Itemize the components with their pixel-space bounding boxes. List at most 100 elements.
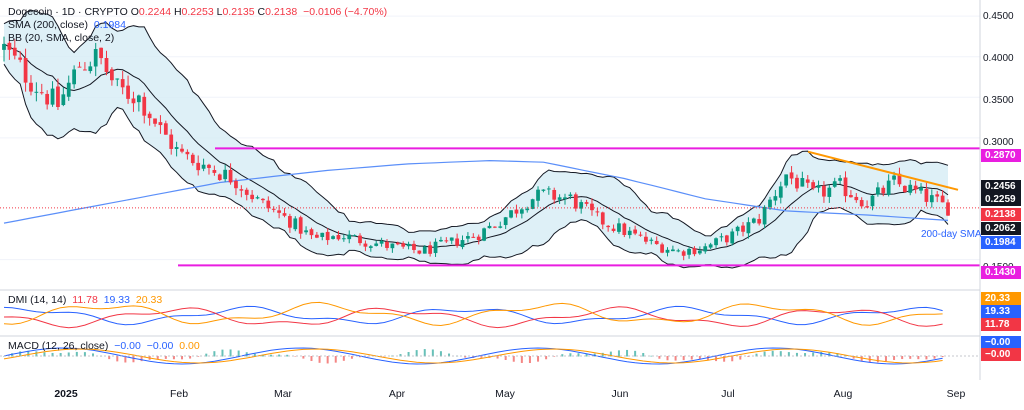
price-tick: 0.3500 (983, 95, 1014, 106)
ohlc-key: H (171, 6, 182, 18)
candle-body (66, 82, 71, 97)
candle-body (762, 206, 767, 225)
candle-body (832, 181, 837, 187)
candle-body (503, 217, 508, 226)
candle-body (476, 236, 481, 240)
macd-hist-bar (197, 356, 200, 357)
macd-hist-bar (682, 356, 685, 361)
candle-body (622, 223, 627, 235)
candle-body (93, 49, 98, 67)
candle-body (169, 134, 174, 149)
macd-hist-bar (213, 351, 216, 357)
macd-hist-bar (747, 356, 750, 357)
candle-body (314, 234, 319, 238)
candle-body (633, 229, 638, 234)
macd-line (3, 347, 943, 365)
macd-hist-bar (302, 356, 305, 359)
macd-value: −0.00 (114, 340, 141, 352)
candle-body (557, 197, 562, 200)
macd-hist-bar (674, 356, 677, 361)
candle-body (347, 234, 352, 240)
macd-hist-bar (828, 352, 831, 357)
bb-legend: BB (20, SMA, close, 2) (8, 32, 114, 45)
candle-body (277, 210, 281, 213)
candle-body (482, 228, 486, 241)
macd-hist-bar (294, 356, 297, 357)
candle-body (158, 122, 163, 126)
macd-hist-bar (496, 356, 499, 359)
candle-body (665, 249, 670, 253)
candle-body (573, 194, 578, 209)
candle-body (487, 225, 492, 229)
macd-hist-bar (124, 356, 127, 363)
candle-body (671, 249, 675, 252)
macd-hist-bar (933, 356, 936, 359)
adx-value: 20.33 (135, 294, 163, 306)
sma200-line (3, 159, 949, 224)
candle-body (56, 86, 60, 108)
macd-hist-bar (334, 356, 337, 363)
macd-hist-bar (318, 356, 321, 363)
macd-badge-signal: −0.00 (981, 348, 1021, 361)
bollinger-mid-line (3, 43, 949, 251)
macd-hist-bar (585, 353, 588, 357)
candle-body (23, 58, 28, 83)
macd-hist-bar (836, 353, 839, 357)
candle-body (163, 123, 168, 135)
macd-hist-bar (181, 356, 184, 360)
macd-hist-bar (739, 356, 742, 360)
candle-body (514, 209, 519, 214)
macd-hist-bar (804, 353, 807, 357)
candle-body (142, 96, 147, 116)
x-tick: Apr (388, 388, 406, 400)
macd-hist-bar (116, 356, 119, 362)
macd-hist-bar (342, 356, 345, 361)
x-tick: 2025 (54, 388, 78, 400)
change-value: −0.0106 (−4.70%) (303, 6, 388, 18)
macd-hist-bar (407, 352, 410, 357)
signal-line (3, 348, 943, 364)
candle-body (838, 178, 842, 181)
macd-hist-bar (51, 352, 54, 357)
candle-body (536, 189, 540, 201)
candle-body (34, 91, 39, 93)
macd-hist-bar (480, 356, 483, 358)
macd-hist-bar (577, 353, 580, 357)
candle-body (611, 228, 616, 231)
candle-body (892, 175, 896, 180)
candle-body (692, 248, 697, 255)
candle-body (897, 173, 902, 185)
candle-body (595, 211, 600, 213)
signal-value: −0.00 (146, 340, 174, 352)
candle-body (784, 174, 789, 186)
candle-body (153, 118, 157, 124)
macd-hist-bar (423, 349, 426, 357)
candle-body (255, 197, 260, 199)
macd-hist-bar (537, 356, 540, 362)
candle-body (768, 199, 772, 208)
sma-legend: SMA (200, close) 0.1984 (8, 19, 126, 32)
candle-body (18, 57, 23, 60)
candle-body (805, 179, 810, 183)
candle-body (875, 187, 880, 195)
candle-body (509, 210, 513, 218)
ohlc-value: 0.2253 (181, 6, 214, 18)
candle-body (471, 236, 476, 238)
candle-body (854, 196, 859, 201)
macd-hist-bar (172, 356, 175, 360)
x-tick: Mar (273, 388, 293, 400)
candle-body (250, 194, 255, 200)
macd-hist-bar (723, 356, 726, 362)
candle-body (870, 195, 875, 207)
ohlc-key: O (130, 6, 139, 18)
candle-body (217, 174, 222, 180)
bollinger-band-fill (4, 10, 948, 268)
candle-body (244, 189, 249, 195)
candle-body (293, 218, 298, 230)
candle-body (385, 241, 389, 248)
candle-body (180, 148, 184, 152)
macd-hist-bar (528, 356, 531, 364)
candle-body (2, 43, 6, 50)
x-tick: May (495, 388, 515, 400)
